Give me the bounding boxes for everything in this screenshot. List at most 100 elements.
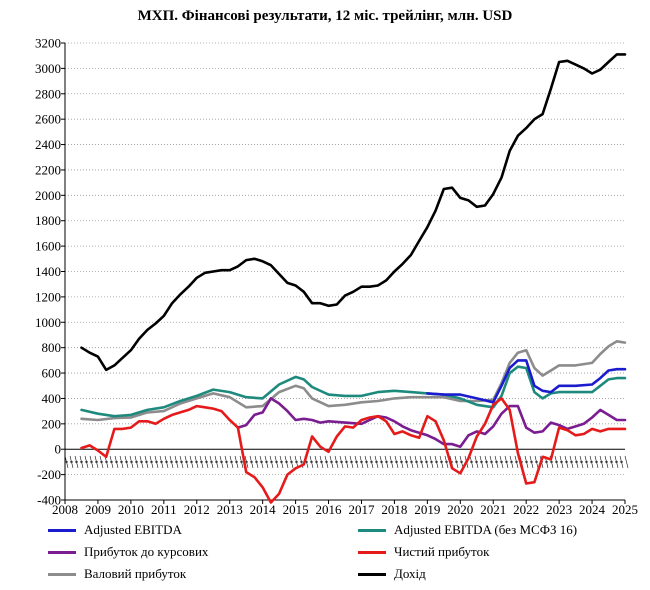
y-tick-label: 2200 [35, 162, 61, 177]
series-line-дохід [80, 53, 627, 372]
date-tick-mark [394, 455, 399, 468]
date-tick-mark [64, 455, 69, 468]
date-tick-mark [504, 455, 509, 468]
date-tick-mark [289, 455, 294, 468]
date-tick-mark [239, 455, 244, 468]
x-tick-label: 2017 [348, 502, 375, 517]
date-tick-mark [414, 455, 419, 468]
y-tick-label: 2600 [35, 112, 61, 127]
date-tick-mark [254, 455, 259, 468]
y-tick-label: 2000 [35, 188, 61, 203]
date-tick-mark [404, 455, 409, 468]
legend-label: Adjusted EBITDA [84, 522, 182, 537]
date-tick-mark [249, 455, 254, 468]
date-tick-mark [324, 455, 329, 468]
x-tick-label: 2021 [480, 502, 506, 517]
legend-swatch [358, 550, 386, 554]
date-tick-mark [499, 455, 504, 468]
date-tick-mark [144, 455, 149, 468]
date-tick-mark [364, 455, 369, 468]
date-tick-mark [219, 455, 224, 468]
y-tick-label: 3200 [35, 36, 61, 51]
date-tick-mark [389, 455, 394, 468]
date-tick-mark [244, 455, 249, 468]
date-tick-mark [329, 455, 334, 468]
date-tick-mark [319, 455, 324, 468]
date-tick-mark [439, 455, 444, 468]
date-tick-mark [514, 455, 519, 468]
date-tick-mark [569, 455, 574, 468]
x-tick-label: 2018 [381, 502, 407, 517]
date-tick-mark [94, 455, 99, 468]
x-tick-label: 2014 [250, 502, 277, 517]
legend-label: Дохід [394, 566, 426, 581]
x-tick-label: 2009 [85, 502, 111, 517]
y-tick-label: 1400 [35, 264, 61, 279]
date-tick-mark [479, 455, 484, 468]
date-tick-mark [184, 455, 189, 468]
date-tick-mark [199, 455, 204, 468]
date-tick-mark [379, 455, 384, 468]
y-tick-label: 3000 [35, 61, 61, 76]
date-tick-mark [139, 455, 144, 468]
series-line-adjusted-ebitda-без-мсфз-16- [80, 365, 627, 418]
legend-swatch [48, 550, 76, 554]
date-tick-mark [494, 455, 499, 468]
date-tick-mark [369, 455, 374, 468]
y-tick-label: 1600 [35, 239, 61, 254]
date-tick-mark [129, 455, 134, 468]
y-tick-label: 2800 [35, 86, 61, 101]
date-tick-mark [84, 455, 89, 468]
y-tick-label: 200 [42, 416, 62, 431]
date-tick-mark [284, 455, 289, 468]
x-tick-label: 2019 [414, 502, 440, 517]
date-tick-mark [334, 455, 339, 468]
date-tick-mark [119, 455, 124, 468]
x-tick-label: 2011 [151, 502, 177, 517]
y-tick-label: 600 [42, 366, 62, 381]
date-tick-mark [609, 455, 614, 468]
date-tick-mark [224, 455, 229, 468]
date-tick-mark [604, 455, 609, 468]
y-tick-label: -400 [37, 493, 61, 508]
date-tick-mark [444, 455, 449, 468]
date-tick-mark [419, 455, 424, 468]
date-tick-mark [274, 455, 279, 468]
date-tick-mark [594, 455, 599, 468]
date-tick-mark [469, 455, 474, 468]
date-tick-mark [619, 455, 624, 468]
date-tick-mark [259, 455, 264, 468]
series-line-прибуток-до-курсових [236, 397, 627, 449]
date-tick-mark [104, 455, 109, 468]
date-tick-mark [384, 455, 389, 468]
date-tick-mark [234, 455, 239, 468]
y-tick-label: 1200 [35, 289, 61, 304]
legend-label: Прибуток до курсових [84, 544, 209, 559]
x-tick-label: 2024 [579, 502, 606, 517]
date-tick-mark [154, 455, 159, 468]
date-tick-mark [359, 455, 364, 468]
x-tick-label: 2023 [546, 502, 572, 517]
date-tick-mark [179, 455, 184, 468]
date-tick-mark [374, 455, 379, 468]
date-tick-mark [279, 455, 284, 468]
date-tick-mark [159, 455, 164, 468]
date-tick-mark [474, 455, 479, 468]
date-tick-mark [294, 455, 299, 468]
date-tick-mark [409, 455, 414, 468]
date-tick-mark [164, 455, 169, 468]
legend-swatch [358, 528, 386, 532]
x-tick-label: 2022 [513, 502, 539, 517]
date-tick-mark [229, 455, 234, 468]
date-tick-mark [69, 455, 74, 468]
date-tick-mark [459, 455, 464, 468]
date-tick-mark [309, 455, 314, 468]
date-tick-mark [114, 455, 119, 468]
date-tick-mark [529, 455, 534, 468]
chart-title: МХП. Фінансові результати, 12 міс. трейл… [137, 8, 513, 24]
date-tick-mark [189, 455, 194, 468]
date-tick-mark [99, 455, 104, 468]
legend-label: Adjusted EBITDA (без МСФЗ 16) [394, 522, 578, 537]
date-tick-mark [454, 455, 459, 468]
y-tick-label: 1000 [35, 315, 61, 330]
